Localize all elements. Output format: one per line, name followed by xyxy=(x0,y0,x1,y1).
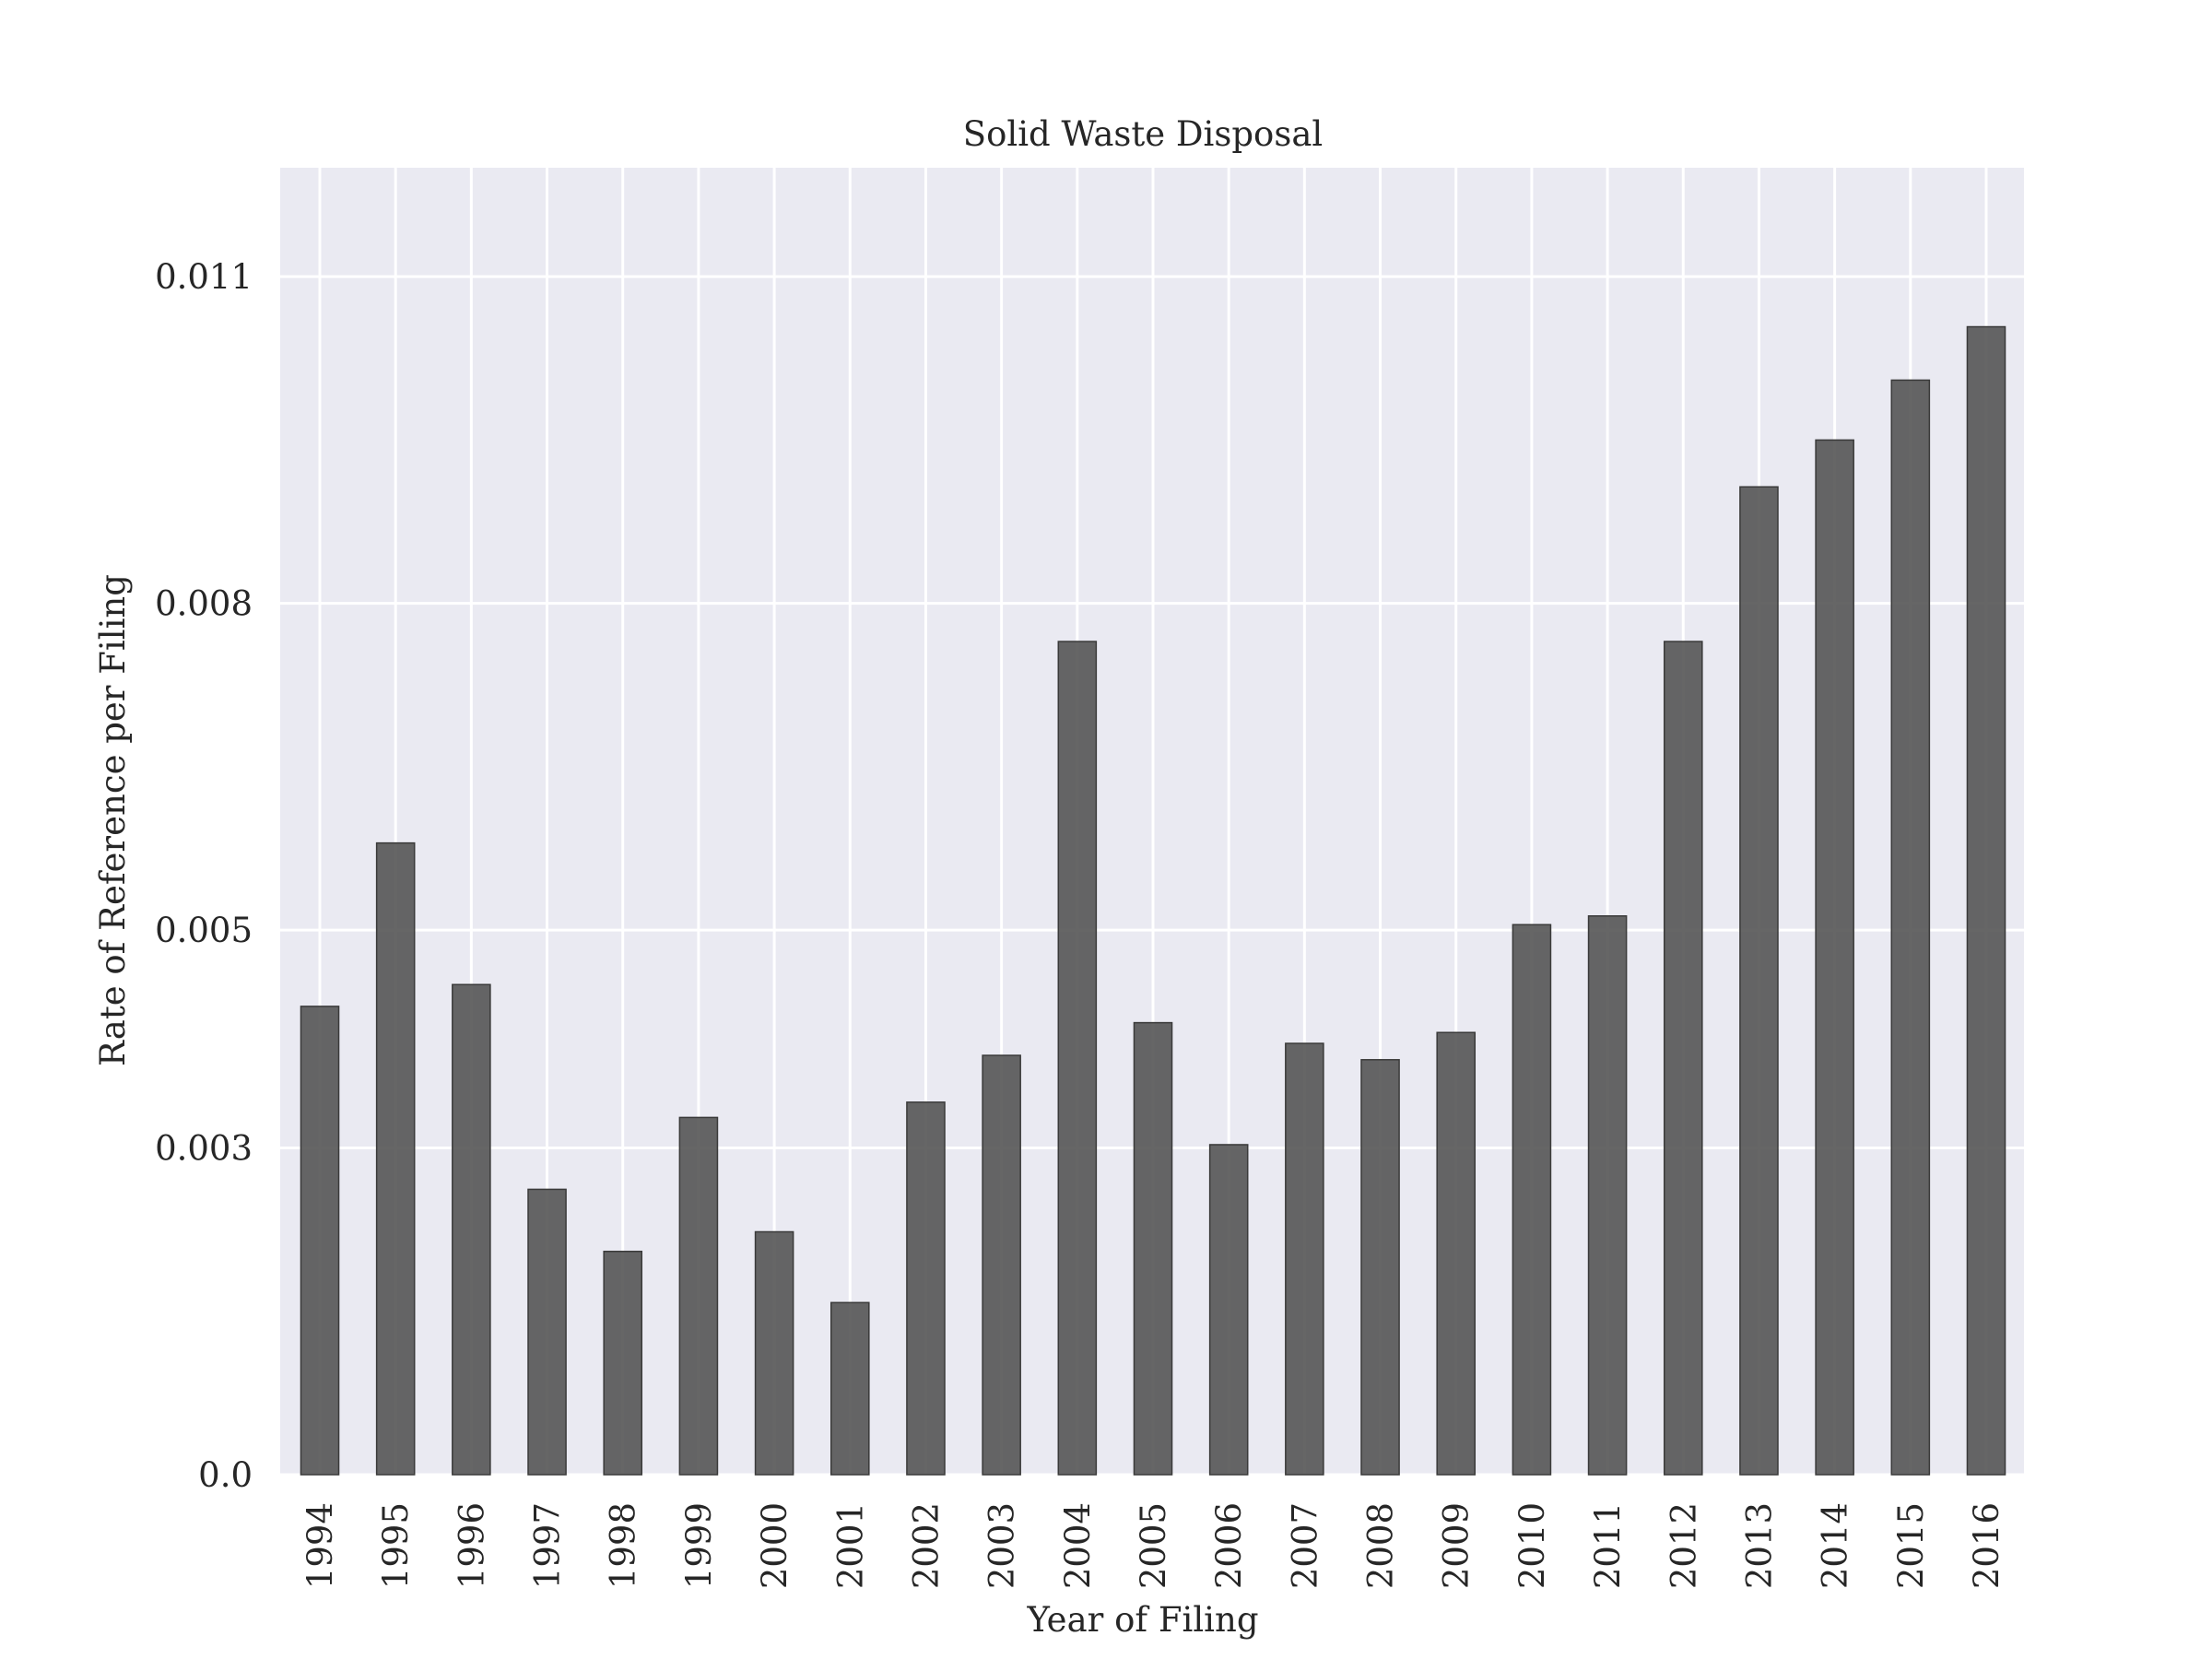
bar-2015 xyxy=(1890,379,1931,1476)
x-axis-ticks: 1994 1995 1996 1997 1998 1999 2000 2001 2002 2003… xyxy=(300,1502,2006,1589)
bar-2003 xyxy=(982,1054,1021,1476)
bar-1996 xyxy=(452,983,491,1476)
bar-2014 xyxy=(1815,439,1854,1476)
x-tick-label: 2013 xyxy=(1739,1502,1779,1589)
bar-2000 xyxy=(754,1230,794,1476)
x-tick-label: 2003 xyxy=(982,1502,1022,1589)
bar-2010 xyxy=(1512,924,1552,1476)
x-tick-label: 2012 xyxy=(1664,1502,1703,1589)
bar-1998 xyxy=(603,1251,643,1476)
x-tick-label: 2016 xyxy=(1967,1502,2006,1589)
x-tick-label: 2010 xyxy=(1512,1502,1552,1589)
x-tick-label: 1999 xyxy=(679,1502,719,1589)
x-tick-label: 1994 xyxy=(300,1502,340,1589)
y-tick-label: 0.011 xyxy=(155,257,253,297)
y-tick-label: 0.008 xyxy=(155,584,253,624)
x-tick-label: 1997 xyxy=(528,1502,568,1589)
bars xyxy=(300,325,2006,1476)
y-axis-label: Rate of Reference per Filing xyxy=(93,574,133,1066)
bar-2005 xyxy=(1133,1021,1173,1476)
x-tick-label: 2007 xyxy=(1285,1502,1324,1589)
bar-2007 xyxy=(1285,1042,1324,1476)
x-tick-label: 2000 xyxy=(755,1502,794,1589)
x-tick-label: 2002 xyxy=(906,1502,946,1589)
x-axis-label: Year of Filing xyxy=(1026,1600,1258,1640)
x-tick-label: 2005 xyxy=(1134,1502,1173,1589)
bar-2006 xyxy=(1208,1144,1249,1476)
bar-1994 xyxy=(300,1006,340,1476)
bar-2012 xyxy=(1663,641,1703,1476)
x-tick-label: 2006 xyxy=(1209,1502,1249,1589)
bar-2002 xyxy=(906,1101,946,1476)
x-tick-label: 1996 xyxy=(452,1502,491,1589)
y-axis-ticks: 0.0 0.003 0.005 0.008 0.011 xyxy=(155,257,253,1495)
bar-1995 xyxy=(375,841,416,1476)
y-tick-label: 0.003 xyxy=(155,1129,253,1169)
y-tick-label: 0.005 xyxy=(155,911,253,950)
bar-2008 xyxy=(1360,1059,1400,1476)
x-tick-label: 2004 xyxy=(1058,1502,1098,1589)
bar-1999 xyxy=(678,1116,719,1476)
y-tick-label: 0.0 xyxy=(198,1455,253,1495)
chart-title: Solid Waste Disposal xyxy=(963,114,1323,154)
x-tick-label: 2015 xyxy=(1891,1502,1931,1589)
x-tick-label: 2014 xyxy=(1816,1502,1855,1589)
bar-2009 xyxy=(1436,1031,1477,1476)
bar-2001 xyxy=(830,1301,870,1476)
bar-2016 xyxy=(1966,325,2006,1476)
x-tick-label: 1995 xyxy=(376,1502,416,1589)
x-tick-label: 1998 xyxy=(604,1502,643,1589)
x-tick-label: 2011 xyxy=(1588,1502,1628,1589)
bar-2011 xyxy=(1587,915,1628,1476)
x-tick-label: 2009 xyxy=(1437,1502,1477,1589)
bar-1997 xyxy=(527,1188,567,1476)
bar-2004 xyxy=(1057,641,1098,1476)
bar-2013 xyxy=(1739,486,1779,1476)
x-tick-label: 2008 xyxy=(1361,1502,1401,1589)
x-tick-label: 2001 xyxy=(830,1502,870,1589)
